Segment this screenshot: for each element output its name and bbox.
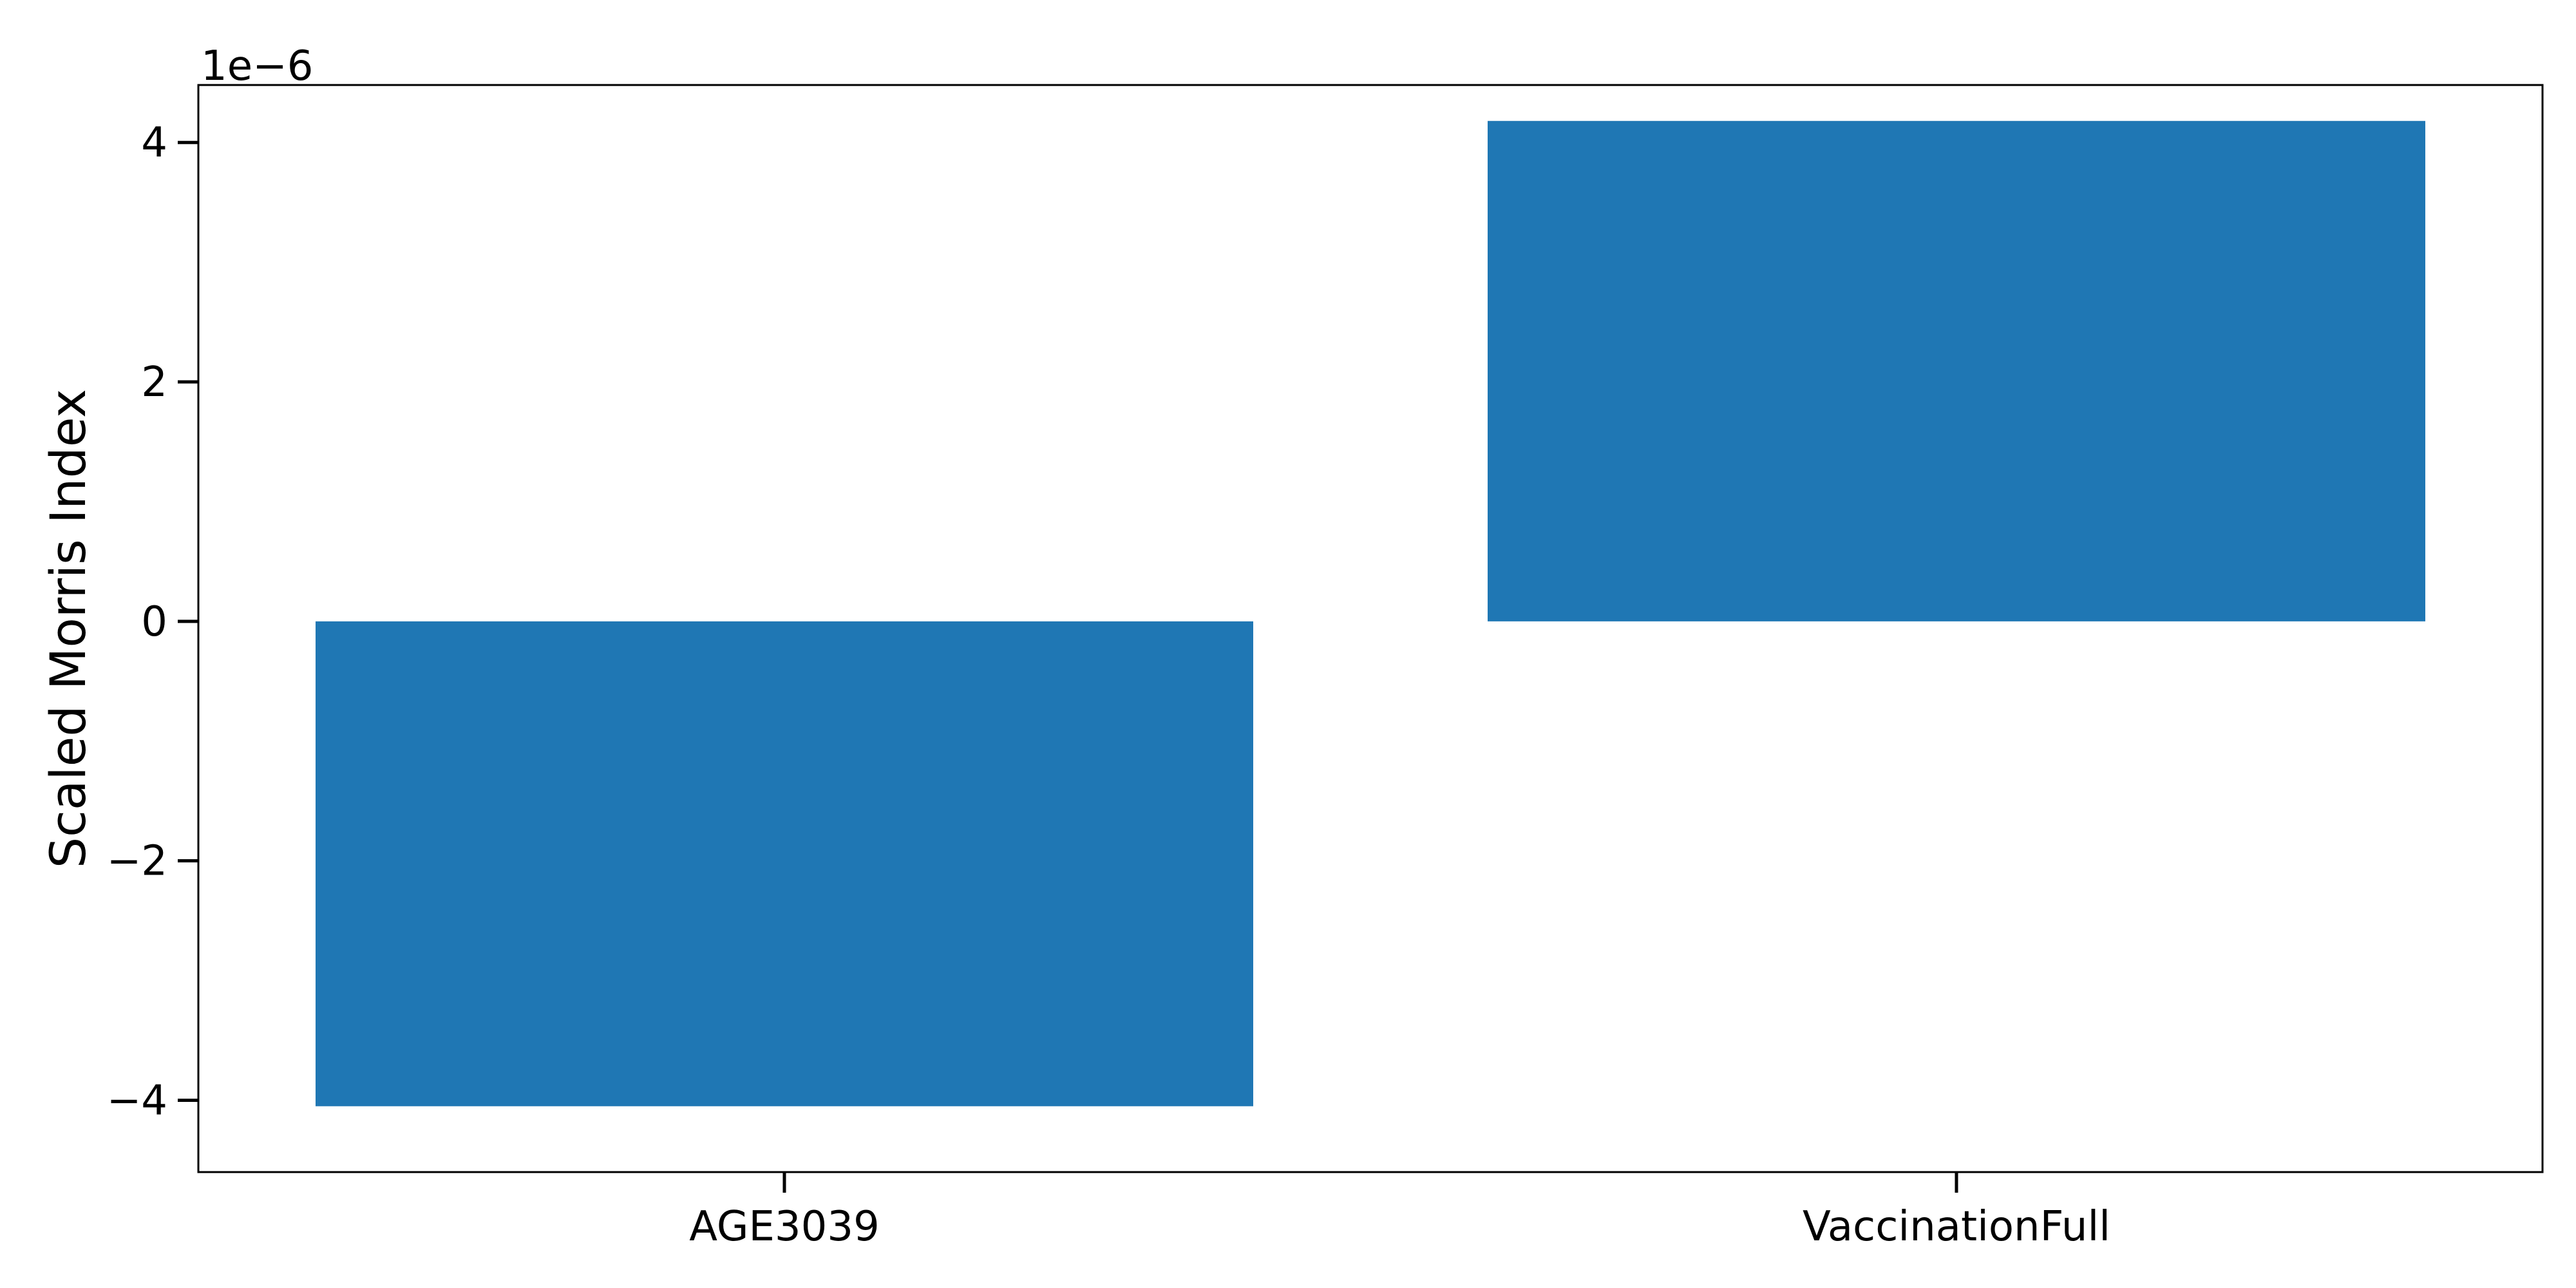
y-axis-offset-label: 1e−6 bbox=[201, 43, 313, 90]
y-axis: −4 −2 0 2 4 bbox=[107, 119, 198, 1124]
y-axis-label: Scaled Morris Index bbox=[39, 389, 97, 868]
y-tick-label: 2 bbox=[141, 359, 167, 406]
y-tick-label: 0 bbox=[141, 598, 167, 646]
x-tick-label: AGE3039 bbox=[689, 1203, 880, 1251]
bar-age3039 bbox=[316, 621, 1253, 1106]
plot-frame bbox=[197, 84, 2544, 1173]
plot-area bbox=[316, 120, 2425, 1106]
y-tick-label: −2 bbox=[107, 838, 167, 886]
bar-vaccinationfull bbox=[1488, 120, 2425, 621]
y-tick-label: −4 bbox=[107, 1077, 167, 1124]
x-tick-label: VaccinationFull bbox=[1803, 1203, 2110, 1251]
y-tick-label: 4 bbox=[141, 119, 167, 167]
x-axis: AGE3039 VaccinationFull bbox=[689, 1172, 2110, 1251]
